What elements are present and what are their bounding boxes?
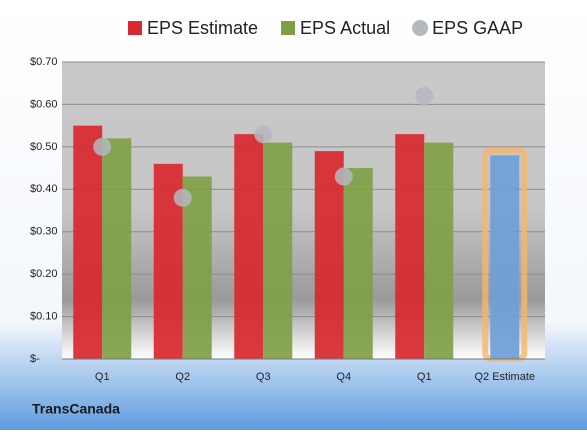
legend-label: EPS Actual xyxy=(300,18,390,38)
x-tick-label: Q3 xyxy=(256,371,271,383)
gaap-marker xyxy=(334,167,353,186)
x-tick-label: Q4 xyxy=(336,371,351,383)
x-tick-label: Q1 xyxy=(95,371,110,383)
legend-swatch xyxy=(281,21,296,35)
y-tick-label: $0.50 xyxy=(30,141,58,153)
gaap-marker xyxy=(93,137,112,156)
gaap-marker xyxy=(254,125,273,144)
y-tick-label: $0.30 xyxy=(30,226,58,238)
legend-swatch xyxy=(412,20,429,36)
bar xyxy=(424,142,454,359)
gaap-marker xyxy=(415,86,434,105)
y-tick-label: $0.40 xyxy=(30,183,58,195)
x-tick-label: Q2 xyxy=(175,371,190,383)
bar xyxy=(182,176,212,359)
x-tick-label: Q2 Estimate xyxy=(474,371,535,383)
y-tick-label: $0.20 xyxy=(30,268,58,280)
y-tick-label: $- xyxy=(30,353,40,365)
gaap-marker xyxy=(173,188,192,207)
legend-label: EPS GAAP xyxy=(432,18,523,38)
plot-area xyxy=(62,62,545,359)
bar xyxy=(102,138,132,359)
legend-label: EPS Estimate xyxy=(147,18,258,38)
y-tick-label: $0.10 xyxy=(30,310,58,322)
bar xyxy=(395,134,425,359)
bar xyxy=(314,151,344,359)
bar xyxy=(234,134,264,359)
legend-swatch xyxy=(128,21,142,35)
bar xyxy=(263,142,293,359)
bar xyxy=(490,155,520,359)
footer: TransCanada xyxy=(32,401,120,417)
x-tick-label: Q1 xyxy=(417,371,432,383)
bar xyxy=(73,125,103,360)
y-tick-label: $0.70 xyxy=(30,56,58,68)
y-tick-label: $0.60 xyxy=(30,98,58,110)
bar xyxy=(343,168,373,359)
